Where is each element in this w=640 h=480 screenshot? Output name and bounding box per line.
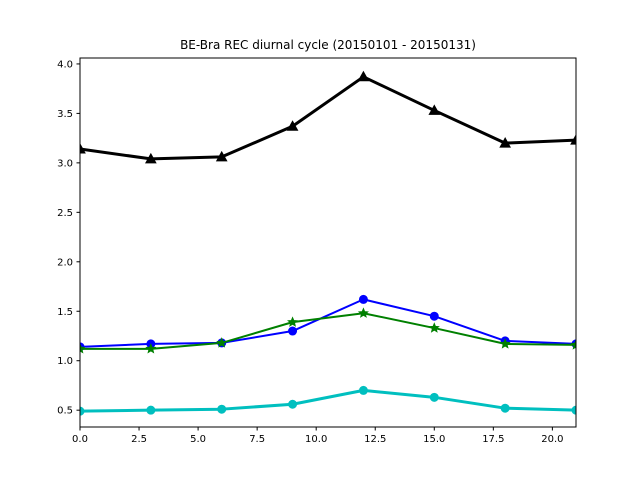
series-4-point <box>217 404 227 414</box>
series-1-point <box>145 152 157 164</box>
x-tick-label: 5.0 <box>190 434 206 445</box>
y-tick-label: 0.5 <box>57 406 73 417</box>
series-1-point <box>80 142 86 154</box>
y-tick-label: 1.5 <box>57 307 73 318</box>
axes-frame <box>79 57 577 428</box>
x-tick-label: 15.0 <box>423 434 445 445</box>
axes: 0.0 2.5 5.0 7.5 10.0 12.5 15.0 17.5 20.0 0.5 1.0 1.… <box>57 57 577 445</box>
y-tick-label: 1.0 <box>57 356 73 367</box>
series-3-point <box>145 343 157 354</box>
series-1-line <box>80 75 576 161</box>
x-tick-label: 20.0 <box>541 434 563 445</box>
series-1-point <box>357 70 370 82</box>
series-2-point <box>288 326 298 336</box>
x-tick-label: 0.0 <box>72 434 88 445</box>
series-3-point <box>80 343 86 354</box>
series-3-point <box>216 337 228 348</box>
x-tick-label: 7.5 <box>249 434 265 445</box>
series-4-point <box>80 406 85 416</box>
series-2-line <box>80 298 576 348</box>
y-tick-label: 4.0 <box>57 59 73 70</box>
series-1-point <box>499 137 511 148</box>
series-3-point <box>287 316 299 327</box>
series-1-point <box>215 150 228 162</box>
series-3-point <box>570 339 576 350</box>
plot-area <box>80 70 576 416</box>
series-2-point <box>358 294 368 304</box>
y-tick-label: 2.5 <box>57 208 73 219</box>
y-tick-label: 3.0 <box>57 158 73 169</box>
series-4-point <box>500 403 510 413</box>
series-4-point <box>429 392 439 402</box>
series-3-line <box>80 312 576 350</box>
series-2-point <box>429 311 439 321</box>
series-1-point <box>570 134 576 145</box>
x-tick-label: 17.5 <box>482 434 504 445</box>
series-4-line <box>80 388 576 413</box>
series-3-point <box>357 307 369 318</box>
series-4-point <box>571 405 576 415</box>
chart-title: BE-Bra REC diurnal cycle (20150101 - 201… <box>180 38 476 52</box>
series-3-point <box>428 322 440 333</box>
x-tick-label: 12.5 <box>364 434 386 445</box>
x-tick-label: 2.5 <box>131 434 147 445</box>
x-tick-label: 10.0 <box>305 434 327 445</box>
y-tick-label: 3.5 <box>57 109 73 120</box>
series-1-point <box>428 104 441 115</box>
series-4-point <box>146 405 156 415</box>
series-4-point <box>358 385 368 395</box>
series-4-point <box>288 399 298 409</box>
series-3-point <box>499 338 511 349</box>
y-tick-label: 2.0 <box>57 257 73 268</box>
series-1-point <box>286 120 299 131</box>
